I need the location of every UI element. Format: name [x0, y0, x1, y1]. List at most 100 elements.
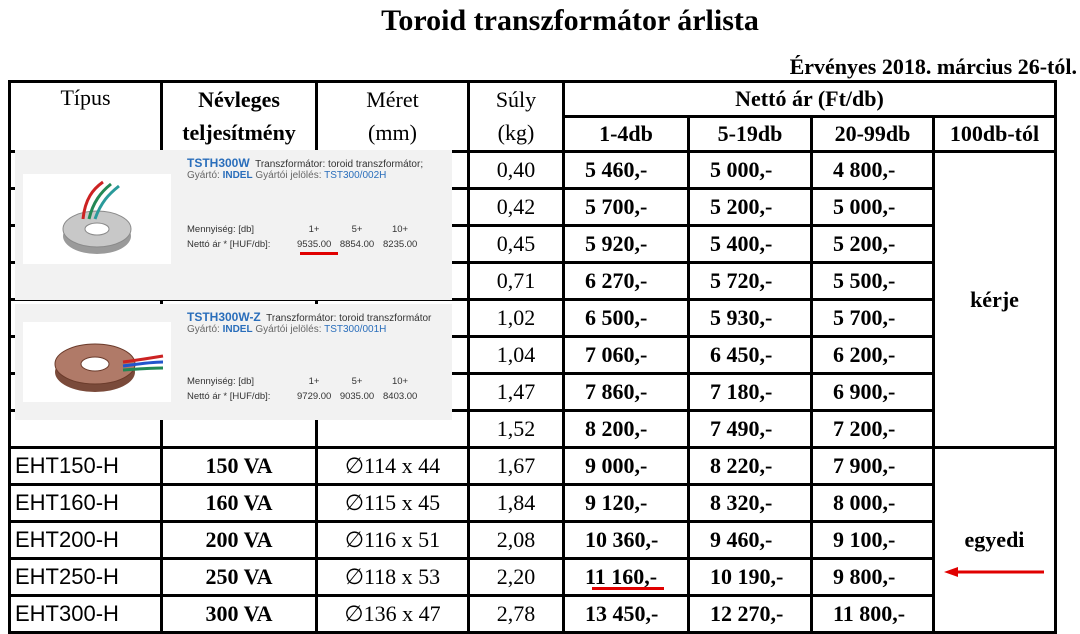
- size-cell: ∅114 x 44: [315, 446, 470, 486]
- tier-label: 5+: [351, 376, 363, 387]
- price-1-4-cell: 10 360,-: [562, 520, 690, 560]
- size-cell: ∅116 x 51: [315, 520, 470, 560]
- item-description: Transzformátor: toroid transzformátor: [266, 313, 432, 324]
- weight-cell: 0,42: [467, 187, 565, 227]
- maker-code: TST300/001H: [324, 324, 387, 335]
- weight-cell: 2,08: [467, 520, 565, 560]
- price-label: Nettó ár * [HUF/db]:: [187, 391, 271, 402]
- price-1-4-cell: 5 700,-: [562, 187, 690, 227]
- type-cell: EHT300-H: [8, 594, 163, 634]
- shop-item-card[interactable]: TSTH300W-Z Transzformátor: toroid transz…: [15, 304, 452, 420]
- item-description: Transzformátor: toroid transzformátor;: [255, 159, 424, 170]
- header-qty-5-19: 5-19db: [687, 115, 813, 153]
- header-power: Névleges: [160, 80, 318, 117]
- tier-price: 8854.00: [339, 239, 375, 250]
- sku-link[interactable]: TSTH300W-Z: [187, 310, 261, 324]
- validity-date: Érvényes 2018. március 26-tól.: [789, 54, 1077, 79]
- shop-item-card[interactable]: TSTH300W Transzformátor: toroid transzfo…: [15, 150, 452, 300]
- request-text: kérje: [970, 286, 1019, 312]
- price-1-4-cell: 6 500,-: [562, 298, 690, 338]
- sku-link[interactable]: TSTH300W: [187, 156, 250, 170]
- price-1-4-cell: 8 200,-: [562, 409, 690, 449]
- weight-cell: 2,78: [467, 594, 565, 634]
- price-20-99-cell: 9 800,-: [810, 557, 935, 597]
- price-1-4-cell: 9 120,-: [562, 483, 690, 523]
- header-qty-20-99: 20-99db: [810, 115, 935, 153]
- individual-text: egyedi: [964, 527, 1025, 552]
- size-cell: ∅136 x 47: [315, 594, 470, 634]
- price-label: Nettó ár * [HUF/db]:: [187, 239, 271, 250]
- price-20-99-cell: 8 000,-: [810, 483, 935, 523]
- merged-individual-cell: egyedi: [932, 446, 1057, 634]
- price-5-19-cell: 5 200,-: [687, 187, 813, 227]
- header-weight: Súly: [467, 80, 565, 117]
- size-cell: ∅115 x 45: [315, 483, 470, 523]
- price-5-19-cell: 10 190,-: [687, 557, 813, 597]
- table-row: EHT200-H 200 VA ∅116 x 51 2,08 10 360,- …: [8, 520, 1056, 560]
- shop-item-text: TSTH300W Transzformátor: toroid transzfo…: [187, 156, 424, 181]
- price-5-19-cell: 5 720,-: [687, 261, 813, 301]
- header-qty-100plus: 100db-tól: [932, 115, 1057, 153]
- weight-cell: 0,40: [467, 150, 565, 190]
- price-20-99-cell: 5 500,-: [810, 261, 935, 301]
- weight-cell: 0,71: [467, 261, 565, 301]
- header-size: Méret: [315, 80, 470, 117]
- price-5-19-cell: 8 320,-: [687, 483, 813, 523]
- price-20-99-cell: 7 200,-: [810, 409, 935, 449]
- price-20-99-cell: 5 000,-: [810, 187, 935, 227]
- toroid-transformer-image: [23, 322, 171, 402]
- header-net-price: Nettó ár (Ft/db): [562, 80, 1057, 118]
- maker-name: INDEL: [222, 324, 253, 335]
- tier-label: 10+: [391, 376, 409, 387]
- type-cell: EHT200-H: [8, 520, 163, 560]
- qty-label: Mennyiség: [db]: [187, 376, 255, 387]
- price-highlight-underline: [592, 587, 664, 590]
- type-cell: EHT250-H: [8, 557, 163, 597]
- weight-cell: 1,84: [467, 483, 565, 523]
- header-size-unit: (mm): [315, 116, 470, 153]
- weight-cell: 1,52: [467, 409, 565, 449]
- toroid-transformer-image: [23, 174, 171, 264]
- price-5-19-cell: 8 220,-: [687, 446, 813, 486]
- price-20-99-cell: 11 800,-: [810, 594, 935, 634]
- price-20-99-cell: 4 800,-: [810, 150, 935, 190]
- header-weight-unit: (kg): [467, 116, 565, 153]
- tier-price: 8235.00: [383, 239, 418, 250]
- weight-cell: 1,02: [467, 298, 565, 338]
- power-cell: 250 VA: [160, 557, 318, 597]
- price-20-99-cell: 5 200,-: [810, 224, 935, 264]
- price-5-19-cell: 6 450,-: [687, 335, 813, 375]
- tier-label: 1+: [308, 376, 320, 387]
- maker-name: INDEL: [222, 170, 253, 181]
- weight-cell: 1,67: [467, 446, 565, 486]
- power-cell: 150 VA: [160, 446, 318, 486]
- table-row: EHT160-H 160 VA ∅115 x 45 1,84 9 120,- 8…: [8, 483, 1056, 523]
- shop-item-text: TSTH300W-Z Transzformátor: toroid transz…: [187, 310, 432, 335]
- tier-price: 9535.00: [297, 239, 332, 250]
- price-1-4-cell: 9 000,-: [562, 446, 690, 486]
- price-5-19-cell: 7 490,-: [687, 409, 813, 449]
- price-5-19-cell: 5 930,-: [687, 298, 813, 338]
- price-highlight-underline: [300, 252, 338, 255]
- price-1-4-cell: 5 920,-: [562, 224, 690, 264]
- tier-label: 1+: [308, 224, 320, 235]
- merged-request-cell: kérje: [932, 150, 1057, 449]
- maker-code: TST300/002H: [324, 170, 387, 181]
- price-5-19-cell: 5 400,-: [687, 224, 813, 264]
- power-cell: 300 VA: [160, 594, 318, 634]
- table-row: EHT300-H 300 VA ∅136 x 47 2,78 13 450,- …: [8, 594, 1056, 634]
- weight-cell: 1,47: [467, 372, 565, 412]
- price-20-99-cell: 9 100,-: [810, 520, 935, 560]
- type-cell: EHT150-H: [8, 446, 163, 486]
- price-tier-grid: Mennyiség: [db] 1+ 5+ 10+ Nettó ár * [HU…: [187, 222, 417, 252]
- tier-price: 9729.00: [297, 391, 332, 402]
- tier-price: 8403.00: [383, 391, 418, 402]
- weight-cell: 2,20: [467, 557, 565, 597]
- price-1-4-cell: 7 060,-: [562, 335, 690, 375]
- price-5-19-cell: 5 000,-: [687, 150, 813, 190]
- price-20-99-cell: 6 900,-: [810, 372, 935, 412]
- tier-label: 5+: [351, 224, 363, 235]
- price-1-4-cell: 6 270,-: [562, 261, 690, 301]
- price-20-99-cell: 6 200,-: [810, 335, 935, 375]
- table-row: 1,52 8 200,- 7 490,- 7 200,-: [8, 409, 1056, 449]
